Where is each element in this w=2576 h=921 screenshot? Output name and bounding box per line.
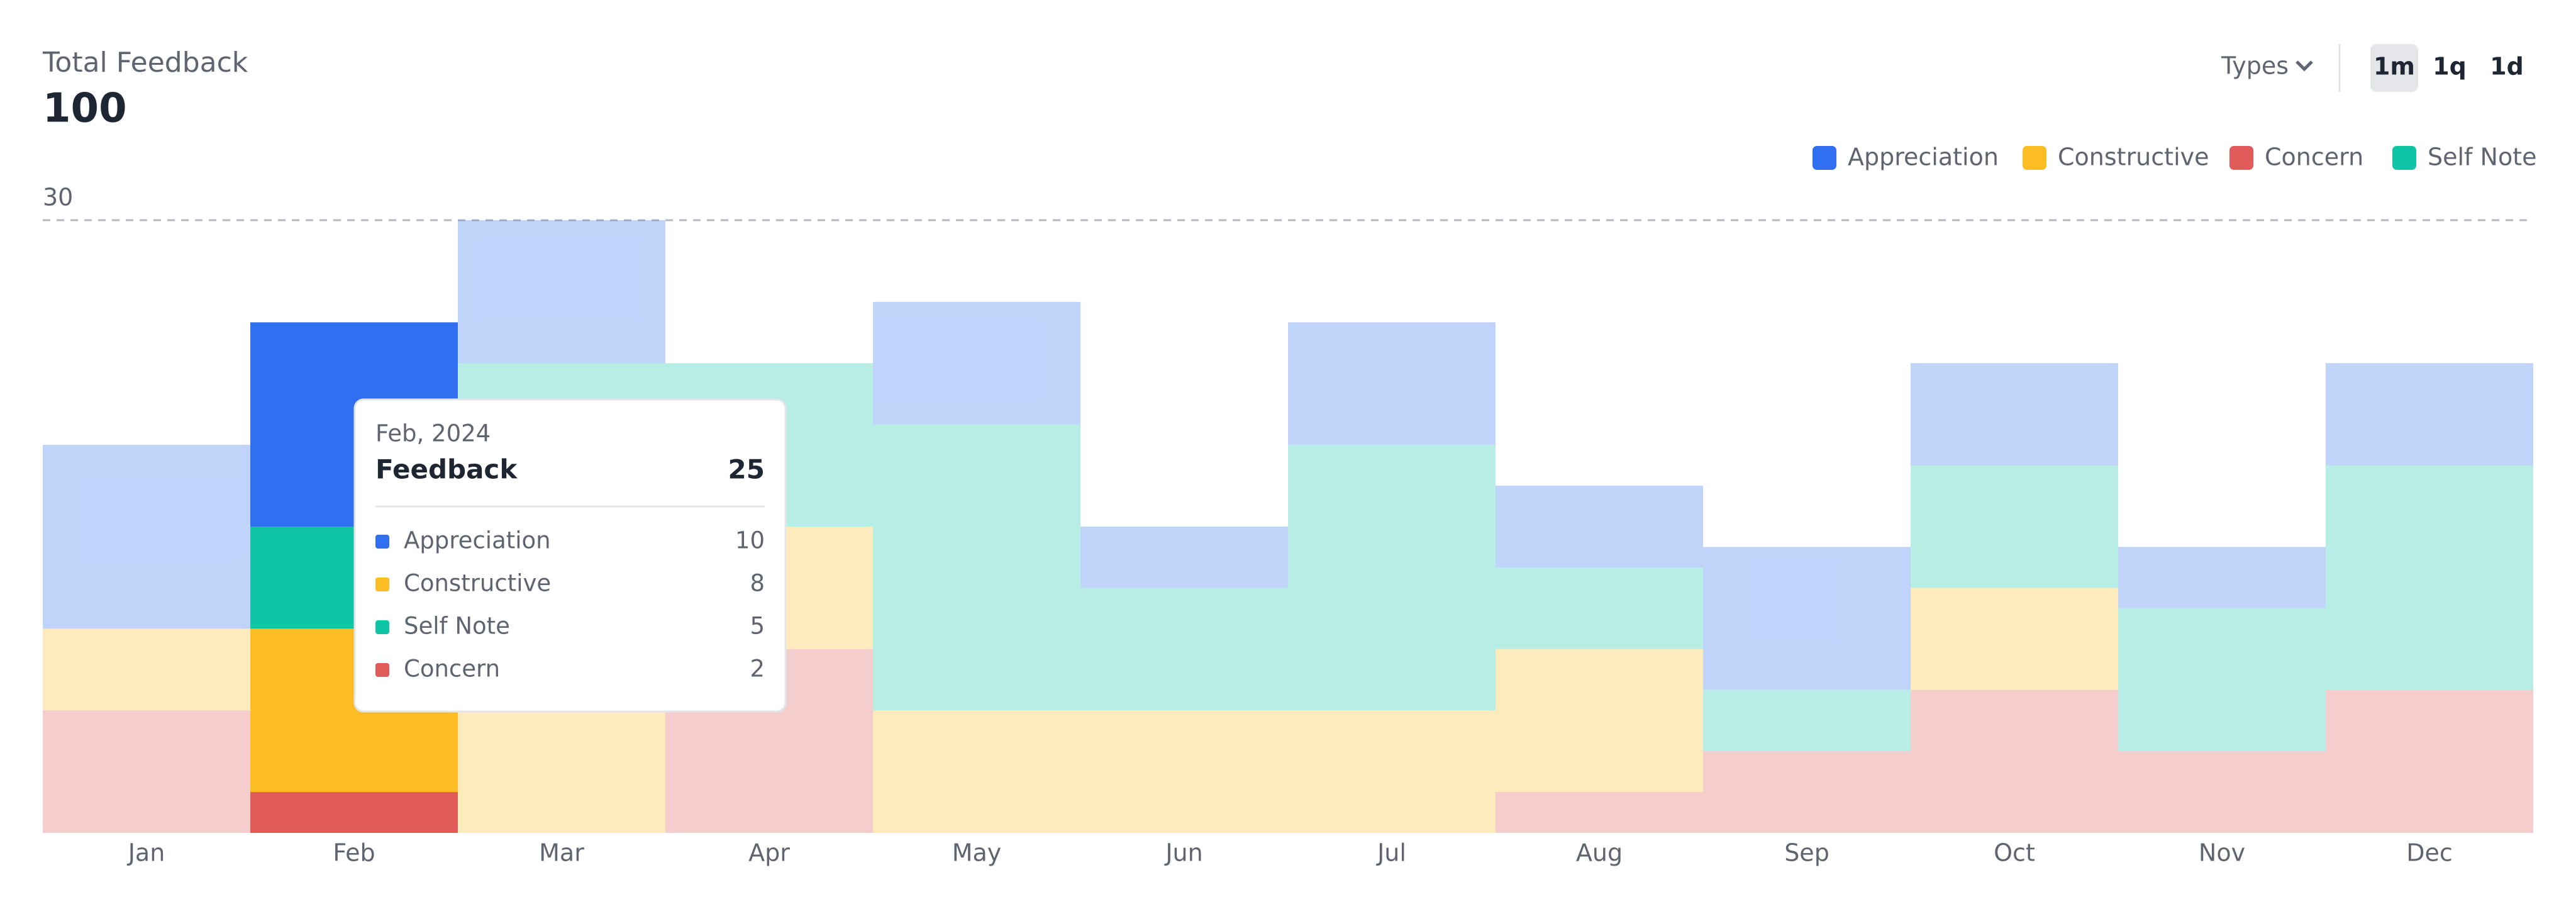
legend-swatch[interactable] [1813,146,1836,170]
x-tick-label: Apr [748,839,790,867]
tooltip-item-value: 8 [750,570,765,597]
bar-segment[interactable] [250,792,458,833]
legend-label[interactable]: Constructive [2058,143,2209,171]
x-tick-label: Mar [539,839,584,867]
bar-segment[interactable] [873,424,1080,711]
tooltip-item-value: 5 [750,613,765,640]
bar-segment[interactable] [2326,689,2533,833]
range-button[interactable]: 1m [2373,53,2415,81]
x-tick-label: Oct [1994,839,2035,867]
bar-segment[interactable] [43,628,250,711]
y-tick-label: 30 [43,184,73,211]
bar-segment[interactable] [1911,588,2118,690]
bar-segment[interactable] [1496,792,1703,833]
range-active-bg [2370,44,2418,92]
bar-segment[interactable] [1080,588,1288,711]
x-tick-label: Jun [1164,839,1202,867]
tooltip-total: 25 [728,454,765,485]
bar-segment[interactable] [1496,486,1703,567]
bar-segment[interactable] [2118,751,2326,833]
tooltip-item-value: 2 [750,656,765,683]
x-tick-label: Jan [127,839,165,867]
bar-segment[interactable] [1288,322,1496,445]
tooltip-date: Feb, 2024 [375,420,491,447]
bar-segment[interactable] [43,445,250,629]
tooltip-item-value: 10 [735,527,765,554]
bar-segment[interactable] [1911,465,2118,588]
chevron [2296,60,2313,72]
bar-segment[interactable] [1080,710,1288,833]
range-button[interactable]: 1q [2433,53,2467,81]
bar-segment[interactable] [2118,608,2326,752]
x-tick-label: Jul [1376,839,1406,867]
legend-swatch[interactable] [2229,146,2253,170]
x-tick-label: Aug [1576,839,1623,867]
tooltip-swatch [375,663,389,677]
bar-segment[interactable] [1496,567,1703,649]
legend-label[interactable]: Appreciation [1848,143,1999,171]
bar-segment[interactable] [43,710,250,833]
bar-segment[interactable] [458,220,665,364]
bar-segment[interactable] [873,301,1080,425]
total: 100 [43,86,127,132]
bar-segment[interactable] [1496,649,1703,793]
bar-segment[interactable] [1911,689,2118,833]
x-tick-label: Feb [333,839,375,867]
tooltip-item-name: Self Note [404,613,510,640]
x-tick-label: Sep [1784,839,1829,867]
tooltip [353,398,787,713]
tooltip-swatch [375,535,389,549]
legend-swatch[interactable] [2023,146,2046,170]
bar-segment[interactable] [1703,751,1911,833]
tooltip-swatch [375,578,389,591]
legend-swatch[interactable] [2392,146,2416,170]
title: Total Feedback [42,47,248,79]
tooltip-label: Feedback [375,454,518,485]
bar-segment[interactable] [1703,547,1911,690]
legend-label[interactable]: Self Note [2428,143,2536,171]
x-tick-label: Dec [2406,839,2453,867]
tooltip-swatch [375,620,389,634]
bar-segment[interactable] [1080,527,1288,588]
range-button[interactable]: 1d [2490,53,2524,81]
bar-segment[interactable] [1288,710,1496,833]
bar-segment[interactable] [2326,465,2533,690]
bar-segment[interactable] [2326,363,2533,466]
bar-segment[interactable] [1288,445,1496,711]
bar-segment[interactable] [2118,547,2326,608]
types-dropdown[interactable]: Types [2221,52,2313,80]
x-tick-label: Nov [2199,839,2245,867]
tooltip-item-name: Concern [404,656,500,683]
bar-segment[interactable] [1703,689,1911,752]
tooltip-item-name: Constructive [404,570,551,597]
bar-segment[interactable] [1911,363,2118,466]
x-tick-label: May [952,839,1002,867]
legend-label[interactable]: Concern [2265,143,2363,171]
bar-segment[interactable] [873,710,1080,833]
tooltip-item-name: Appreciation [404,527,551,554]
types-label[interactable]: Types [2221,52,2289,80]
